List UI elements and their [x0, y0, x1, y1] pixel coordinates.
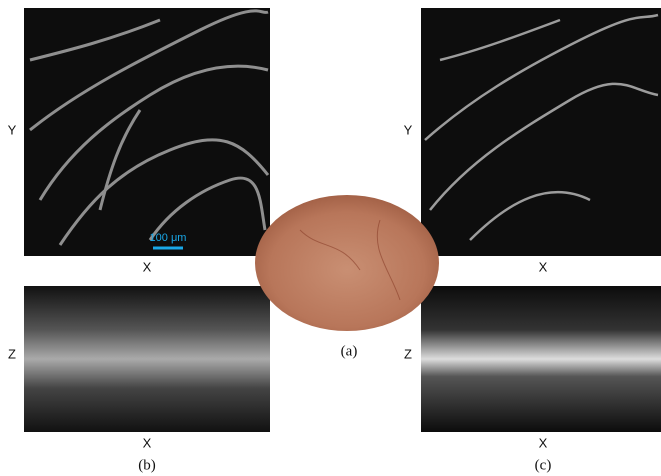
axis-label: Y [404, 122, 413, 137]
axis-label: X [143, 259, 152, 274]
en-face-image-b [24, 8, 270, 256]
figure: 100 μm Y X Z X (b) Y X Z X (c) (a) [0, 0, 661, 476]
cross-section-image-b [24, 286, 270, 432]
axis-label: X [539, 435, 548, 450]
panel-label: (c) [535, 457, 552, 473]
cross-section-image-c [421, 286, 661, 432]
en-face-image-c [421, 8, 661, 256]
panel-label: (a) [341, 343, 358, 359]
axis-label: Y [8, 122, 17, 137]
axis-label: Z [404, 346, 412, 361]
scale-bar-label: 100 μm [150, 232, 187, 244]
axis-label: Z [8, 346, 16, 361]
fundus-image-a [255, 195, 439, 331]
panel-label: (b) [138, 457, 156, 473]
axis-label: X [539, 259, 548, 274]
axis-label: X [143, 435, 152, 450]
